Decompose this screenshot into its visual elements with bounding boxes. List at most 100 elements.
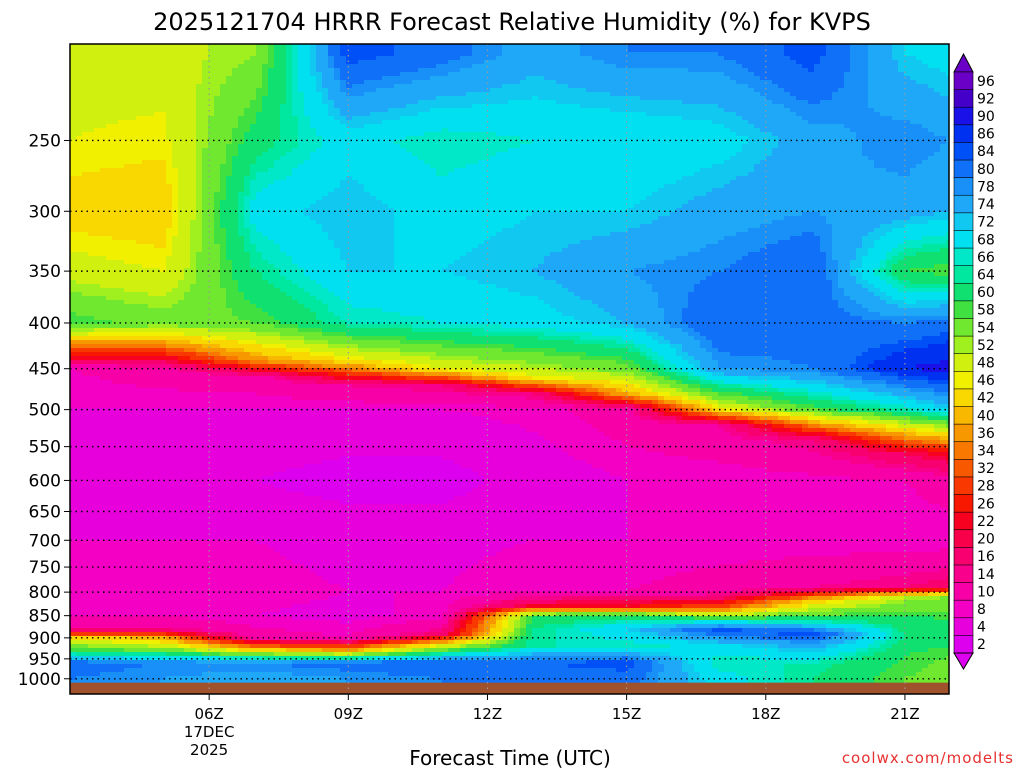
- rh-cell: [496, 148, 503, 153]
- rh-cell: [430, 112, 437, 117]
- rh-cell: [712, 108, 719, 113]
- rh-cell: [442, 128, 449, 133]
- rh-cell: [592, 172, 599, 177]
- rh-cell: [268, 56, 275, 61]
- rh-cell: [568, 160, 575, 165]
- rh-cell: [922, 104, 929, 109]
- rh-cell: [316, 52, 323, 57]
- rh-cell: [370, 152, 377, 157]
- rh-cell: [262, 56, 269, 61]
- rh-cell: [610, 48, 617, 53]
- rh-cell: [604, 68, 611, 73]
- rh-cell: [700, 44, 707, 49]
- rh-cell: [244, 124, 251, 129]
- rh-cell: [220, 172, 227, 177]
- rh-cell: [838, 56, 845, 61]
- rh-cell: [466, 68, 473, 73]
- rh-cell: [838, 44, 845, 49]
- rh-cell: [760, 152, 767, 157]
- rh-cell: [856, 160, 863, 165]
- rh-cell: [574, 140, 581, 145]
- rh-cell: [562, 56, 569, 61]
- rh-cell: [112, 112, 119, 117]
- rh-cell: [574, 112, 581, 117]
- rh-cell: [172, 52, 179, 57]
- rh-cell: [286, 52, 293, 57]
- rh-cell: [160, 172, 167, 177]
- rh-cell: [850, 92, 857, 97]
- rh-cell: [208, 172, 215, 177]
- rh-cell: [106, 108, 113, 113]
- rh-cell: [622, 112, 629, 117]
- rh-cell: [322, 152, 329, 157]
- rh-cell: [376, 88, 383, 93]
- rh-cell: [838, 144, 845, 149]
- rh-cell: [790, 168, 797, 173]
- rh-cell: [760, 80, 767, 85]
- rh-cell: [814, 144, 821, 149]
- rh-cell: [310, 64, 317, 69]
- rh-cell: [868, 160, 875, 165]
- rh-cell: [508, 100, 515, 105]
- rh-cell: [112, 172, 119, 177]
- rh-cell: [364, 124, 371, 129]
- rh-cell: [502, 44, 509, 49]
- rh-cell: [388, 160, 395, 165]
- rh-cell: [280, 152, 287, 157]
- rh-cell: [796, 128, 803, 133]
- rh-cell: [544, 124, 551, 129]
- rh-cell: [172, 144, 179, 149]
- rh-cell: [646, 44, 653, 49]
- rh-cell: [214, 56, 221, 61]
- rh-cell: [148, 168, 155, 173]
- rh-cell: [898, 160, 905, 165]
- rh-cell: [778, 120, 785, 125]
- rh-cell: [394, 96, 401, 101]
- rh-cell: [814, 140, 821, 145]
- rh-cell: [454, 160, 461, 165]
- rh-cell: [208, 148, 215, 153]
- rh-cell: [400, 52, 407, 57]
- rh-cell: [232, 92, 239, 97]
- rh-cell: [334, 76, 341, 81]
- rh-cell: [442, 160, 449, 165]
- rh-cell: [166, 152, 173, 157]
- rh-cell: [934, 104, 941, 109]
- rh-cell: [394, 80, 401, 85]
- rh-cell: [580, 120, 587, 125]
- rh-cell: [190, 120, 197, 125]
- rh-cell: [748, 52, 755, 57]
- rh-cell: [382, 136, 389, 141]
- rh-cell: [262, 96, 269, 101]
- rh-cell: [502, 100, 509, 105]
- rh-cell: [430, 148, 437, 153]
- rh-cell: [262, 176, 269, 181]
- rh-cell: [610, 140, 617, 145]
- rh-cell: [262, 168, 269, 173]
- rh-cell: [712, 164, 719, 169]
- rh-cell: [922, 48, 929, 53]
- rh-cell: [640, 52, 647, 57]
- rh-cell: [118, 88, 125, 93]
- rh-cell: [400, 176, 407, 181]
- rh-cell: [802, 136, 809, 141]
- rh-cell: [652, 92, 659, 97]
- rh-cell: [340, 176, 347, 181]
- rh-cell: [586, 68, 593, 73]
- rh-cell: [304, 140, 311, 145]
- rh-cell: [898, 68, 905, 73]
- rh-cell: [250, 100, 257, 105]
- rh-cell: [76, 64, 83, 69]
- rh-cell: [490, 44, 497, 49]
- rh-cell: [478, 172, 485, 177]
- rh-cell: [862, 116, 869, 121]
- rh-cell: [196, 164, 203, 169]
- rh-cell: [724, 64, 731, 69]
- rh-cell: [934, 68, 941, 73]
- rh-cell: [940, 176, 947, 181]
- rh-cell: [664, 164, 671, 169]
- rh-cell: [598, 80, 605, 85]
- rh-cell: [832, 108, 839, 113]
- rh-cell: [868, 100, 875, 105]
- rh-cell: [754, 60, 761, 65]
